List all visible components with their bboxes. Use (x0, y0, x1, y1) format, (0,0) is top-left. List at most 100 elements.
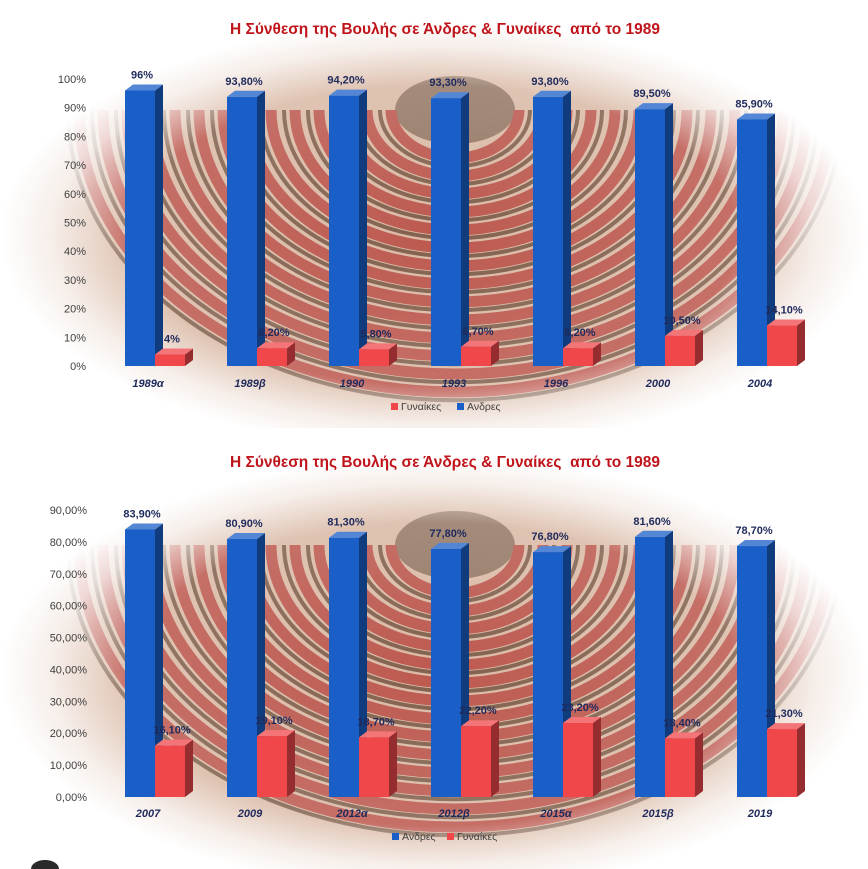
category-label-0: 2007 (135, 808, 161, 820)
partial-circle-icon (31, 860, 59, 869)
y-tick-label: 60,00% (50, 601, 88, 613)
bar-front (155, 745, 185, 797)
legend-item-men: Ανδρες (392, 831, 436, 843)
y-tick-label: 60% (64, 189, 86, 201)
bar-front (563, 723, 593, 797)
bar-front (635, 536, 665, 797)
y-axis: 0,00% 10,00% 20,00% 30,00% 40,00% 50,00% 60,00… (50, 505, 88, 804)
bar-front (767, 729, 797, 797)
bar-men-0 (125, 84, 163, 366)
legend-label: Γυναίκες (401, 401, 441, 413)
bar-men-1 (227, 533, 265, 797)
bar-side (389, 731, 397, 797)
bar-side (155, 84, 163, 366)
bar-top (563, 717, 601, 724)
bar-top (461, 340, 499, 347)
category-label-5: 2015β (641, 808, 673, 820)
bar-front (533, 552, 563, 797)
bar-side (797, 723, 805, 797)
bar-men-2 (329, 531, 367, 797)
bar-men-2 (329, 89, 367, 367)
bar-men-5 (635, 103, 673, 366)
bar-top (125, 523, 163, 530)
legend-item-men: Ανδρες (457, 401, 501, 413)
bar-front (257, 348, 287, 366)
y-tick-label: 50,00% (50, 633, 88, 645)
y-tick-label: 30,00% (50, 696, 88, 708)
bar-men-0 (125, 523, 163, 797)
bar-side (593, 342, 601, 366)
bar-front (737, 119, 767, 366)
bar-side (287, 342, 295, 366)
bar-top (125, 84, 163, 91)
bar-front (125, 529, 155, 797)
bar-front (431, 98, 461, 366)
data-label-men-1: 93,80% (225, 76, 263, 88)
data-label-men-3: 77,80% (429, 528, 467, 540)
bar-men-3 (431, 92, 469, 366)
bar-side (155, 523, 163, 797)
bar-side (665, 103, 673, 366)
bar-top (737, 540, 775, 547)
bar-front (665, 335, 695, 366)
bar-top (359, 731, 397, 738)
data-label-men-2: 81,30% (327, 517, 365, 529)
data-label-men-2: 94,20% (327, 75, 365, 87)
y-tick-label: 90% (64, 103, 86, 115)
y-tick-label: 20% (64, 304, 86, 316)
legend-item-women: Γυναίκες (391, 401, 441, 413)
bar-top (257, 342, 295, 349)
bar-top (329, 531, 367, 538)
bar-front (359, 737, 389, 797)
category-label-2: 2012α (335, 808, 368, 820)
chart-title: Η Σύνθεση της Βουλής σε Άνδρες & Γυναίκε… (230, 21, 660, 38)
y-tick-label: 50% (64, 218, 86, 230)
bar-front (227, 539, 257, 797)
y-tick-label: 70% (64, 160, 86, 172)
y-tick-label: 0,00% (56, 792, 87, 804)
legend: Γυναίκες Ανδρες (391, 401, 501, 413)
data-label-men-0: 83,90% (123, 508, 161, 520)
y-tick-label: 10,00% (50, 760, 88, 772)
bar-front (665, 738, 695, 797)
data-label-men-6: 85,90% (735, 98, 773, 110)
bar-front (227, 96, 257, 366)
bar-front (359, 349, 389, 366)
bar-side (359, 531, 367, 797)
bar-side (185, 739, 193, 797)
bar-top (767, 319, 805, 326)
bar-side (593, 717, 601, 797)
bar-side (389, 343, 397, 366)
bar-side (287, 730, 295, 797)
bar-women-1 (257, 342, 295, 366)
bar-side (665, 530, 673, 797)
y-tick-label: 80,00% (50, 537, 88, 549)
bar-women-2 (359, 731, 397, 797)
legend-label: Ανδρες (402, 831, 436, 843)
legend-swatch (392, 833, 399, 840)
y-tick-label: 40% (64, 246, 86, 258)
y-tick-label: 30% (64, 275, 86, 287)
legend-label: Γυναίκες (457, 831, 497, 843)
bar-top (533, 90, 571, 97)
bar-side (563, 90, 571, 366)
data-label-men-6: 78,70% (735, 525, 773, 537)
bar-top (155, 348, 193, 355)
data-label-women-6: 14,10% (765, 305, 803, 317)
bar-women-3 (461, 720, 499, 797)
data-label-women-0: 16,10% (153, 725, 191, 737)
data-label-men-3: 93,30% (429, 77, 467, 89)
category-label-1: 2009 (237, 808, 263, 820)
bar-women-1 (257, 730, 295, 797)
bar-side (695, 732, 703, 797)
bar-side (461, 92, 469, 366)
data-label-women-1: 6,20% (258, 327, 289, 339)
data-label-women-6: 21,30% (765, 708, 803, 720)
legend: Ανδρες Γυναίκες (392, 831, 497, 843)
category-label-3: 1993 (442, 378, 466, 390)
data-label-women-5: 18,40% (663, 717, 701, 729)
bar-side (257, 533, 265, 797)
bars (125, 84, 805, 367)
bar-front (431, 548, 461, 797)
bar-men-1 (227, 90, 265, 366)
